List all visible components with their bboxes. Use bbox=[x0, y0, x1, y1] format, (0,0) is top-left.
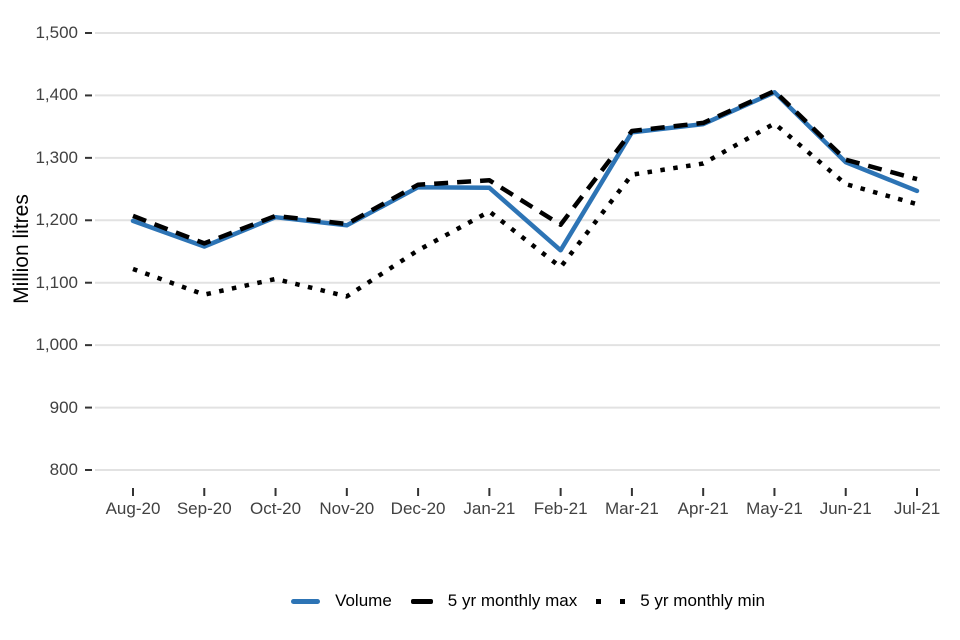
y-tick-label: 1,100 bbox=[35, 272, 78, 292]
legend-item-5-yr-monthly-min: 5 yr monthly min bbox=[596, 591, 765, 611]
legend: Volume 5 yr monthly max 5 yr monthly min bbox=[48, 590, 960, 612]
y-axis-title: Million litres bbox=[10, 194, 33, 304]
x-tick-label: May-21 bbox=[746, 499, 803, 518]
legend-item-5-yr-monthly-max: 5 yr monthly max bbox=[410, 591, 578, 611]
x-tick-label: Jul-21 bbox=[893, 499, 941, 518]
x-tick-label: Jan-21 bbox=[463, 499, 516, 518]
x-tick-label: Dec-20 bbox=[390, 499, 446, 518]
5-yr-monthly-max-swatch-icon bbox=[410, 598, 433, 604]
x-tick-label: Sep-20 bbox=[176, 499, 232, 518]
legend-item-volume: Volume bbox=[291, 591, 392, 611]
5-yr-monthly-max-line bbox=[132, 88, 918, 246]
x-tick-label: Mar-21 bbox=[604, 499, 659, 518]
x-tick-label: Apr-21 bbox=[677, 499, 729, 518]
x-tick-label: Feb-21 bbox=[533, 499, 588, 518]
legend-label: Volume bbox=[335, 591, 392, 610]
5-yr-monthly-min-line bbox=[132, 121, 918, 299]
x-tick-label: Nov-20 bbox=[319, 499, 375, 518]
y-tick-label: 1,000 bbox=[35, 335, 78, 355]
volume-swatch-icon bbox=[291, 598, 321, 604]
y-tick-label: 800 bbox=[49, 460, 78, 479]
y-tick-label: 1,200 bbox=[35, 210, 78, 230]
5-yr-monthly-min-swatch-icon bbox=[596, 598, 626, 604]
x-tick-label: Oct-20 bbox=[250, 499, 302, 518]
y-tick-label: 1,300 bbox=[35, 147, 78, 167]
legend-label: 5 yr monthly max bbox=[447, 591, 578, 610]
y-tick-label: 900 bbox=[49, 397, 78, 417]
legend-label: 5 yr monthly min bbox=[640, 591, 765, 610]
x-tick-label: Aug-20 bbox=[105, 499, 161, 518]
y-tick-label: 1,400 bbox=[35, 85, 78, 105]
y-tick-label: 1,500 bbox=[35, 23, 78, 42]
x-tick-label: Jun-21 bbox=[819, 499, 872, 518]
